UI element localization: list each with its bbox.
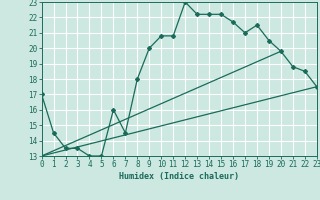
X-axis label: Humidex (Indice chaleur): Humidex (Indice chaleur) [119, 172, 239, 181]
